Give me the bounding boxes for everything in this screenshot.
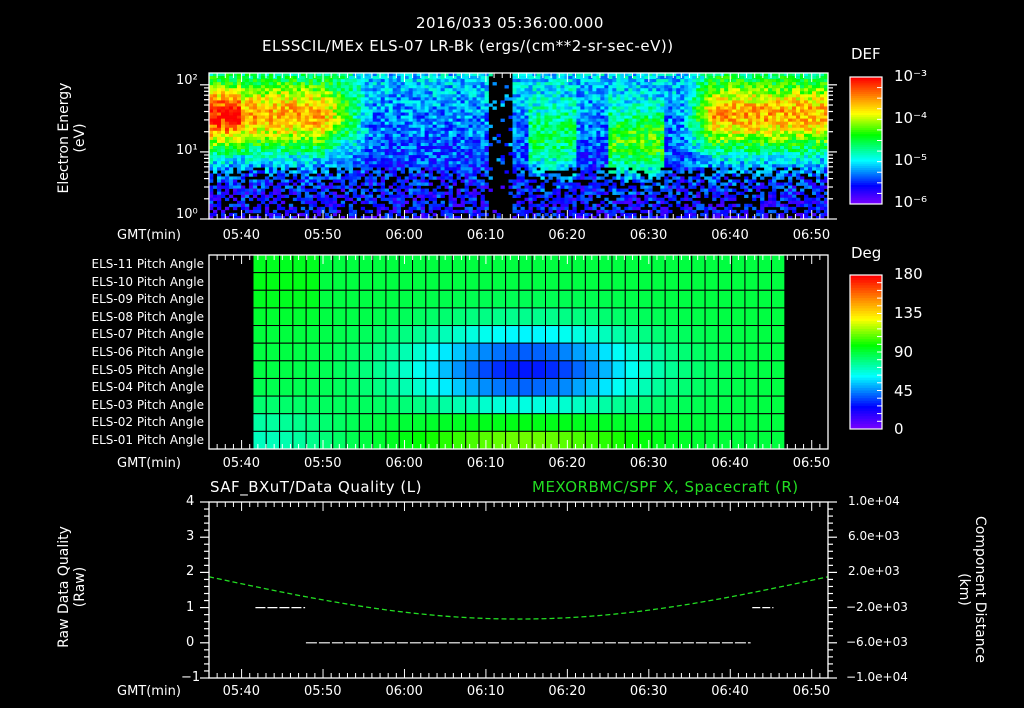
xtick-label: 06:20 xyxy=(548,228,586,243)
plot-subtitle: ELSSCIL/MEx ELS-07 LR-Bk (ergs/(cm**2-sr… xyxy=(262,37,674,55)
panel1-cbar-tick-0: 10⁻³ xyxy=(894,67,928,85)
xtick-label: 06:20 xyxy=(548,684,586,699)
xtick-label: 06:10 xyxy=(466,456,505,471)
panel3-ylabel-left-line2: (Raw) xyxy=(72,566,88,608)
pitch-angle-row-label: ELS-02 Pitch Angle xyxy=(91,415,204,430)
panel2-cbar-tick-3: 45 xyxy=(894,382,914,400)
panel3-ylabel-right: Component Distance (km) xyxy=(956,502,988,677)
panel3-ytick-right: 6.0e+03 xyxy=(848,529,900,544)
panel3-ytick-left: 1 xyxy=(186,599,195,615)
panel2-cbar-tick-4: 0 xyxy=(894,420,904,438)
xtick-label: 06:00 xyxy=(385,228,423,243)
xtick-label: 06:10 xyxy=(466,684,505,699)
pitch-angle-row-label: ELS-01 Pitch Angle xyxy=(91,433,204,447)
panel1-ytick-0: 10⁰ xyxy=(176,207,198,222)
xtick-label: 06:00 xyxy=(385,684,423,699)
pitch-angle-row-label: ELS-11 Pitch Angle xyxy=(91,257,204,271)
xtick-label: 06:30 xyxy=(629,456,668,471)
panel3-ytick-left: 4 xyxy=(186,494,195,509)
xtick-label: 06:40 xyxy=(711,684,749,699)
pitch-angle-row-label: ELS-03 Pitch Angle xyxy=(91,397,204,412)
panel2-cbar-tick-0: 180 xyxy=(894,265,923,283)
xtick-label: 06:50 xyxy=(792,456,831,471)
xtick-label: 06:30 xyxy=(629,228,668,243)
panel3-xlabel: GMT(min) xyxy=(117,684,181,699)
xtick-label: 06:10 xyxy=(466,228,505,243)
pitch-angle-row-label: ELS-08 Pitch Angle xyxy=(91,309,204,324)
panel3-ytick-right: 2.0e+03 xyxy=(848,564,900,579)
panel1-colorbar-title: DEF xyxy=(851,45,881,63)
pitch-angle-row-label: ELS-06 Pitch Angle xyxy=(91,345,204,359)
panel1-xlabel: GMT(min) xyxy=(117,228,181,243)
panel3-ytick-left: 0 xyxy=(186,634,195,650)
panel1-cbar-tick-2: 10⁻⁵ xyxy=(894,151,928,169)
xtick-label: 05:40 xyxy=(222,456,261,471)
panel1-ylabel-line1: Electron Energy xyxy=(56,82,72,194)
panel1-ylabel-line2: (eV) xyxy=(72,123,88,153)
panel2-xlabel: GMT(min) xyxy=(117,456,181,471)
panel3-ytick-left: 3 xyxy=(186,529,195,545)
panel3-ylabel-left: Raw Data Quality (Raw) xyxy=(56,512,88,662)
xtick-label: 05:50 xyxy=(304,228,342,243)
xtick-label: 05:50 xyxy=(304,456,342,471)
panel3-ylabel-right-line2: (km) xyxy=(956,573,972,606)
panel1-ylabel: Electron Energy (eV) xyxy=(56,68,88,208)
xtick-label: 05:40 xyxy=(222,684,261,699)
pitch-angle-row-label: ELS-05 Pitch Angle xyxy=(91,362,204,377)
panel1-ytick-2: 10² xyxy=(176,73,198,88)
panel3-ytick-left: −1 xyxy=(181,670,201,685)
panel3-ytick-right: 1.0e+04 xyxy=(848,494,900,508)
panel2-cbar-tick-1: 135 xyxy=(894,304,923,322)
panel3-ytick-right: −1.0e+04 xyxy=(846,670,908,684)
xtick-label: 06:20 xyxy=(548,456,586,471)
xtick-label: 06:40 xyxy=(711,456,749,471)
pitch-angle-row-label: ELS-09 Pitch Angle xyxy=(91,292,204,307)
panel2-cbar-tick-2: 90 xyxy=(894,343,914,361)
panel1-cbar-tick-3: 10⁻⁶ xyxy=(894,193,928,211)
panel3-title-right: MEXORBMC/SPF X, Spacecraft (R) xyxy=(532,478,799,496)
xtick-label: 06:50 xyxy=(792,684,831,699)
xtick-label: 06:40 xyxy=(711,228,749,243)
pitch-angle-row-label: ELS-04 Pitch Angle xyxy=(91,380,204,395)
panel3-ylabel-right-line1: Component Distance xyxy=(972,516,988,663)
panel3-ylabel-left-line1: Raw Data Quality xyxy=(56,526,72,648)
pitch-angle-row-label: ELS-07 Pitch Angle xyxy=(91,327,204,342)
panel2-colorbar-title: Deg xyxy=(851,244,882,262)
panel1-cbar-tick-1: 10⁻⁴ xyxy=(894,109,928,127)
panel3-title-left: SAF_BXuT/Data Quality (L) xyxy=(210,478,422,496)
xtick-label: 05:50 xyxy=(304,684,342,699)
xtick-label: 05:40 xyxy=(222,228,261,243)
xtick-label: 06:00 xyxy=(385,456,423,471)
plot-datetime: 2016/033 05:36:00.000 xyxy=(416,14,604,32)
panel3-ytick-left: 2 xyxy=(186,564,195,580)
panel1-ytick-1: 10¹ xyxy=(176,143,198,158)
xtick-label: 06:30 xyxy=(629,684,668,699)
xtick-label: 06:50 xyxy=(792,228,831,243)
panel3-ytick-right: −2.0e+03 xyxy=(846,599,908,614)
pitch-angle-row-label: ELS-10 Pitch Angle xyxy=(91,274,204,289)
panel3-ytick-right: −6.0e+03 xyxy=(846,634,908,649)
